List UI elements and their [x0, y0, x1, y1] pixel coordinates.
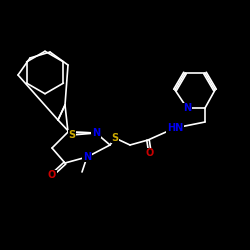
- Text: N: N: [83, 152, 91, 162]
- Text: HN: HN: [167, 123, 183, 133]
- Text: S: S: [112, 133, 118, 143]
- Text: O: O: [146, 148, 154, 158]
- Text: N: N: [183, 103, 191, 113]
- Text: S: S: [68, 130, 75, 140]
- Text: N: N: [92, 128, 100, 138]
- Text: O: O: [48, 170, 56, 180]
